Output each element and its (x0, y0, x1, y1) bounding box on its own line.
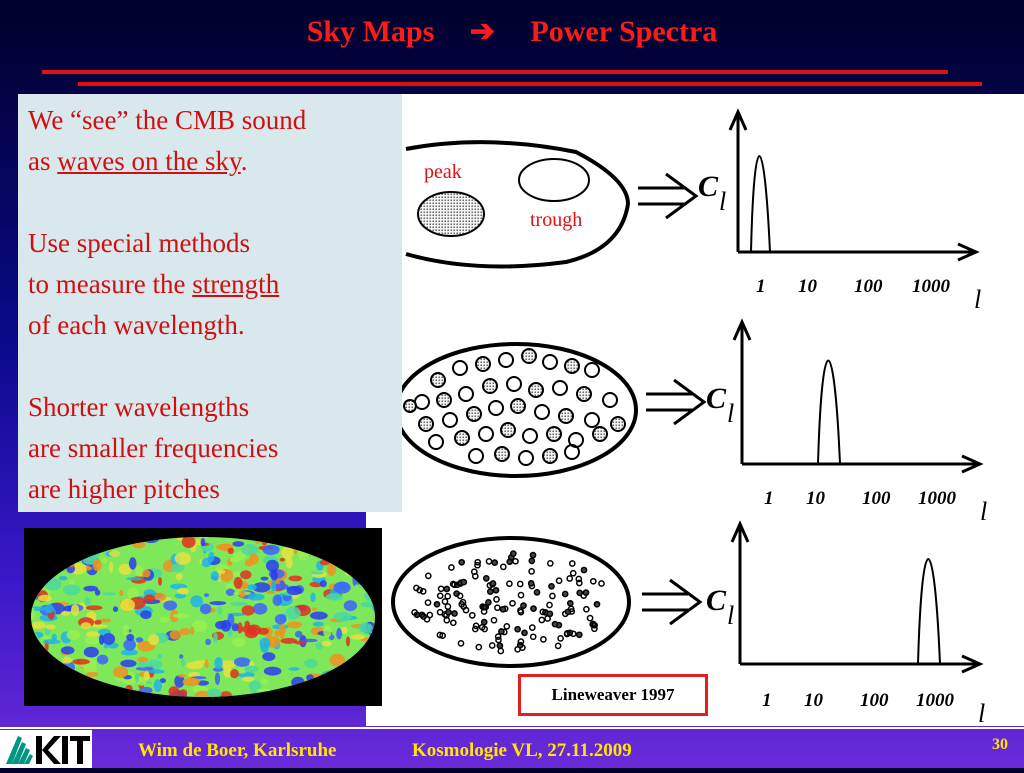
p1-line1: We “see” the CMB sound (28, 105, 307, 135)
diagram-panel: peak trough C l 1 10 100 1000 l (366, 94, 1024, 728)
tick-3-3: 100 (860, 690, 889, 711)
cl-label-3-sub: l (727, 601, 734, 630)
axes-2 (732, 318, 984, 474)
axes-3 (730, 520, 984, 674)
kit-logo (0, 730, 92, 768)
x-axis-label-1: l (974, 285, 981, 314)
footer-divider (0, 727, 1024, 729)
arrow-icon-2 (646, 378, 707, 426)
paragraph-methods: Use special methods to measure the stren… (28, 223, 392, 346)
title-left: Sky Maps (306, 15, 435, 48)
peak-label: peak (424, 161, 462, 183)
sky-ellipse-1 (405, 140, 631, 269)
kit-logo-icon (6, 736, 90, 764)
explanation-textbox: We “see” the CMB sound as waves on the s… (18, 94, 402, 512)
title-divider-top (42, 70, 948, 74)
tick-2-2: 10 (806, 488, 826, 509)
right-arrow-icon: ➔ (469, 15, 495, 48)
row-medium-scale: C l 1 10 100 1000 l (394, 318, 987, 526)
page-number: 30 (992, 736, 1008, 753)
tick-2-1: 1 (764, 488, 774, 509)
p3-line3: are higher pitches (28, 474, 220, 504)
x-axis-label-3: l (978, 699, 985, 726)
cl-label-1-main: C (698, 170, 719, 203)
p2-line1: Use special methods (28, 228, 250, 258)
cmb-sky-map-image (24, 528, 382, 706)
cmb-sky-map (31, 537, 375, 697)
tick-1-1: 1 (756, 276, 766, 297)
footer-course: Kosmologie VL, 27.11.2009 (412, 740, 632, 761)
arrow-icon-3 (642, 578, 703, 626)
paragraph-wavelengths: Shorter wavelengths are smaller frequenc… (28, 387, 392, 510)
tick-3-1: 1 (762, 690, 772, 711)
waves-on-sky-text: waves on the sky (57, 146, 241, 176)
p2-line2a: to measure the (28, 269, 193, 299)
row-small-scale: C l 1 10 100 1000 l (391, 520, 985, 728)
p3-line1: Shorter wavelengths (28, 392, 250, 422)
p2-line3: of each wavelength. (28, 310, 245, 340)
tick-3-2: 10 (804, 690, 824, 711)
tick-1-3: 100 (854, 276, 883, 297)
x-axis-label-2: l (980, 497, 987, 526)
strength-text: strength (192, 269, 280, 299)
spectrum-peak-1 (750, 155, 771, 253)
cl-label-2-sub: l (727, 399, 734, 428)
p1-as: as (28, 146, 58, 176)
arrow-icon-1 (638, 172, 699, 220)
tick-2-4: 1000 (918, 488, 957, 509)
cl-label-1-sub: l (719, 187, 726, 216)
power-spectra-diagram: peak trough C l 1 10 100 1000 l (391, 108, 987, 728)
peak-spot (417, 191, 485, 237)
paragraph-cmb-waves: We “see” the CMB sound as waves on the s… (28, 100, 392, 182)
axes-1 (728, 108, 980, 262)
p1-end: . (240, 146, 248, 176)
source-citation: Lineweaver 1997 (518, 674, 708, 716)
tick-1-4: 1000 (912, 276, 951, 297)
tick-1-2: 10 (798, 276, 818, 297)
cl-label-3-main: C (706, 584, 727, 617)
title-divider-bottom (78, 82, 982, 86)
tick-3-4: 1000 (916, 690, 955, 711)
p3-line2: are smaller frequencies (28, 433, 279, 463)
slide-title: Sky Maps ➔ Power Spectra (0, 14, 1024, 49)
row-large-scale: peak trough C l 1 10 100 1000 l (405, 108, 981, 314)
cl-label-2-main: C (706, 382, 727, 415)
spectrum-peak-3 (917, 558, 941, 665)
title-right: Power Spectra (530, 15, 718, 48)
sky-spots-2 (403, 348, 626, 466)
footer-author: Wim de Boer, Karlsruhe (138, 740, 337, 761)
sky-spots-3 (411, 550, 605, 655)
tick-2-3: 100 (862, 488, 891, 509)
trough-label: trough (530, 209, 582, 231)
spectrum-peak-2 (817, 359, 841, 465)
trough-spot (518, 158, 590, 202)
sky-ellipse-3 (391, 536, 631, 668)
